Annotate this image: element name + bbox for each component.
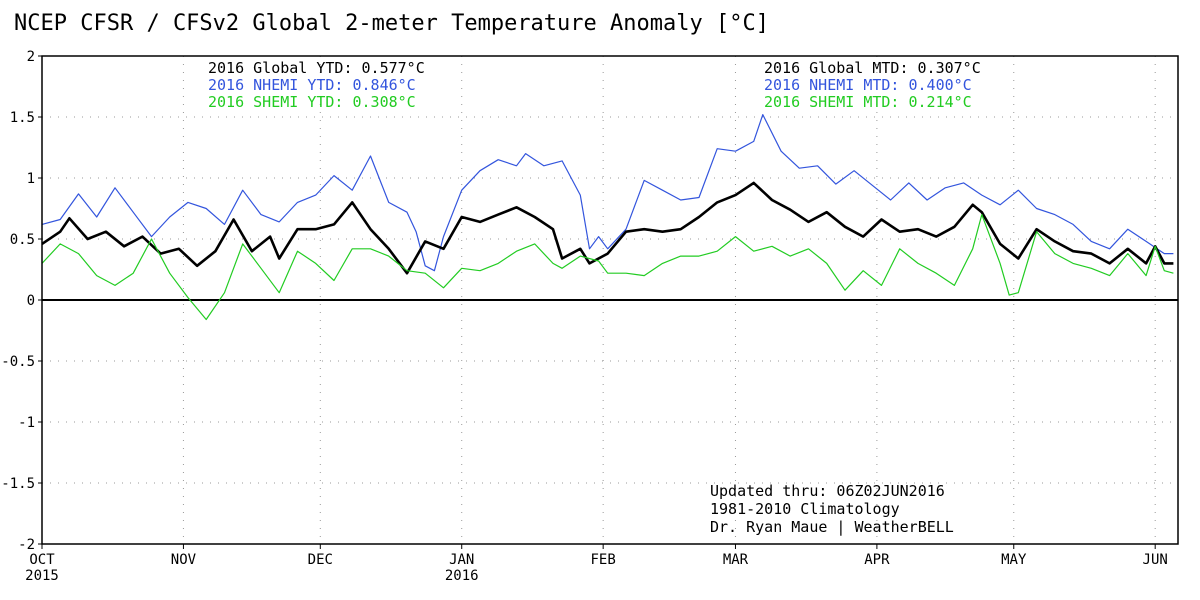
x-tick-label: FEB bbox=[591, 552, 616, 568]
y-tick-label: 1 bbox=[27, 171, 35, 187]
shemi-ytd-label: 2016 SHEMI YTD: 0.308°C bbox=[208, 93, 416, 111]
author-credit-note: Dr. Ryan Maue | WeatherBELL bbox=[710, 518, 954, 536]
climatology-note: 1981-2010 Climatology bbox=[710, 500, 900, 518]
y-tick-label: -1.5 bbox=[1, 476, 35, 492]
global-ytd-label: 2016 Global YTD: 0.577°C bbox=[208, 59, 425, 77]
global-mtd-label: 2016 Global MTD: 0.307°C bbox=[764, 59, 981, 77]
y-tick-label: -0.5 bbox=[1, 354, 35, 370]
x-tick-sublabel: 2015 bbox=[25, 568, 59, 584]
y-tick-label: 2 bbox=[27, 49, 35, 65]
x-tick-label: JUN bbox=[1143, 552, 1168, 568]
gridlines bbox=[42, 56, 1178, 544]
x-tick-label: JAN bbox=[449, 552, 474, 568]
series-line-shemi bbox=[41, 214, 1174, 321]
y-tick-label: 0.5 bbox=[10, 232, 35, 248]
stats-right: 2016 Global MTD: 0.307°C 2016 NHEMI MTD:… bbox=[764, 59, 981, 111]
x-tick-label: MAR bbox=[723, 552, 749, 568]
y-tick-label: -1 bbox=[18, 415, 35, 431]
x-tick-label: OCT bbox=[29, 552, 55, 568]
update-annotations: Updated thru: 06Z02JUN2016 1981-2010 Cli… bbox=[710, 482, 954, 536]
x-tick-label: NOV bbox=[171, 552, 197, 568]
updated-thru-note: Updated thru: 06Z02JUN2016 bbox=[710, 482, 945, 500]
chart-title: NCEP CFSR / CFSv2 Global 2-meter Tempera… bbox=[14, 11, 769, 36]
x-tick-label: APR bbox=[864, 552, 890, 568]
x-tick-label: MAY bbox=[1001, 552, 1027, 568]
series-layer bbox=[41, 114, 1174, 321]
x-tick-label: DEC bbox=[308, 552, 333, 568]
y-tick-label: 1.5 bbox=[10, 110, 35, 126]
series-line-nhemi bbox=[41, 114, 1174, 272]
series-line-global bbox=[41, 181, 1174, 275]
y-tick-label: -2 bbox=[18, 537, 35, 553]
x-tick-sublabel: 2016 bbox=[445, 568, 479, 584]
nhemi-ytd-label: 2016 NHEMI YTD: 0.846°C bbox=[208, 76, 416, 94]
shemi-mtd-label: 2016 SHEMI MTD: 0.214°C bbox=[764, 93, 972, 111]
y-tick-label: 0 bbox=[27, 293, 35, 309]
y-axis: 2 1.5 1 0.5 0 -0.5 -1 -1.5 -2 bbox=[1, 49, 42, 553]
stats-left: 2016 Global YTD: 0.577°C 2016 NHEMI YTD:… bbox=[208, 59, 425, 111]
nhemi-mtd-label: 2016 NHEMI MTD: 0.400°C bbox=[764, 76, 972, 94]
